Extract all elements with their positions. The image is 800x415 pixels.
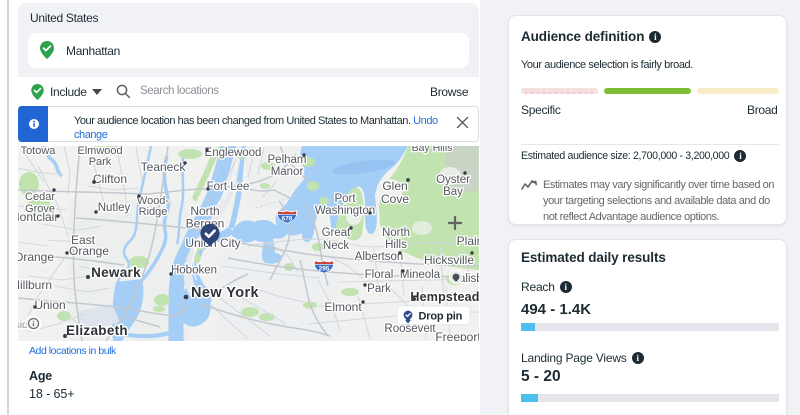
svg-text:Freeport: Freeport <box>435 330 479 341</box>
svg-text:Bay: Bay <box>443 186 463 198</box>
svg-text:Park: Park <box>89 156 112 168</box>
svg-text:Bay Hills: Bay Hills <box>412 146 453 154</box>
svg-text:Hempstead: Hempstead <box>410 290 479 304</box>
svg-text:New York: New York <box>191 285 259 301</box>
svg-text:Wood-: Wood- <box>137 195 170 207</box>
svg-text:Manor: Manor <box>271 166 304 178</box>
svg-text:Nutley: Nutley <box>98 202 131 214</box>
svg-text:Ridge: Ridge <box>139 206 168 218</box>
svg-text:Teaneck: Teaneck <box>141 160 187 174</box>
svg-text:Orange: Orange <box>18 250 54 264</box>
svg-text:North: North <box>190 204 219 218</box>
svg-text:Orange: Orange <box>69 244 109 258</box>
svg-text:Grove: Grove <box>25 203 55 215</box>
svg-text:Hills: Hills <box>385 239 407 251</box>
svg-text:Newark: Newark <box>91 265 141 280</box>
svg-text:Floral: Floral <box>365 269 394 281</box>
svg-text:Albertson: Albertson <box>355 251 404 263</box>
svg-text:Union: Union <box>34 298 65 312</box>
svg-text:295: 295 <box>319 266 330 273</box>
svg-text:Great: Great <box>322 227 352 239</box>
svg-text:Clifton: Clifton <box>93 172 127 186</box>
svg-text:678: 678 <box>282 216 293 223</box>
svg-text:Elizabeth: Elizabeth <box>66 323 128 338</box>
svg-text:North: North <box>382 227 410 239</box>
svg-text:Roosevelt: Roosevelt <box>384 323 436 335</box>
svg-text:Montclair: Montclair <box>18 210 58 224</box>
svg-text:Cedar: Cedar <box>25 191 55 203</box>
svg-text:Oyster: Oyster <box>436 174 470 186</box>
svg-text:Hicksville: Hicksville <box>424 253 474 267</box>
svg-text:Plain: Plain <box>457 234 479 248</box>
svg-text:Cove: Cove <box>381 192 409 206</box>
svg-text:East: East <box>71 233 96 247</box>
svg-text:Totowa: Totowa <box>21 146 57 157</box>
svg-text:Washington: Washington <box>315 205 375 217</box>
svg-text:Glen: Glen <box>382 179 407 193</box>
svg-text:Neck: Neck <box>323 240 349 252</box>
svg-text:Millburn: Millburn <box>18 278 52 292</box>
svg-text:Mineola: Mineola <box>400 269 441 281</box>
svg-text:Park: Park <box>367 283 391 295</box>
svg-text:Elmont: Elmont <box>324 300 362 314</box>
svg-text:Pelham: Pelham <box>268 154 307 166</box>
svg-text:Elmwood: Elmwood <box>77 146 122 157</box>
svg-text:Hoboken: Hoboken <box>171 265 217 277</box>
svg-text:Port: Port <box>334 193 356 205</box>
svg-text:Drop pin: Drop pin <box>419 311 463 323</box>
svg-text:Fort Lee: Fort Lee <box>207 181 250 193</box>
svg-text:Englewood: Englewood <box>205 147 262 159</box>
